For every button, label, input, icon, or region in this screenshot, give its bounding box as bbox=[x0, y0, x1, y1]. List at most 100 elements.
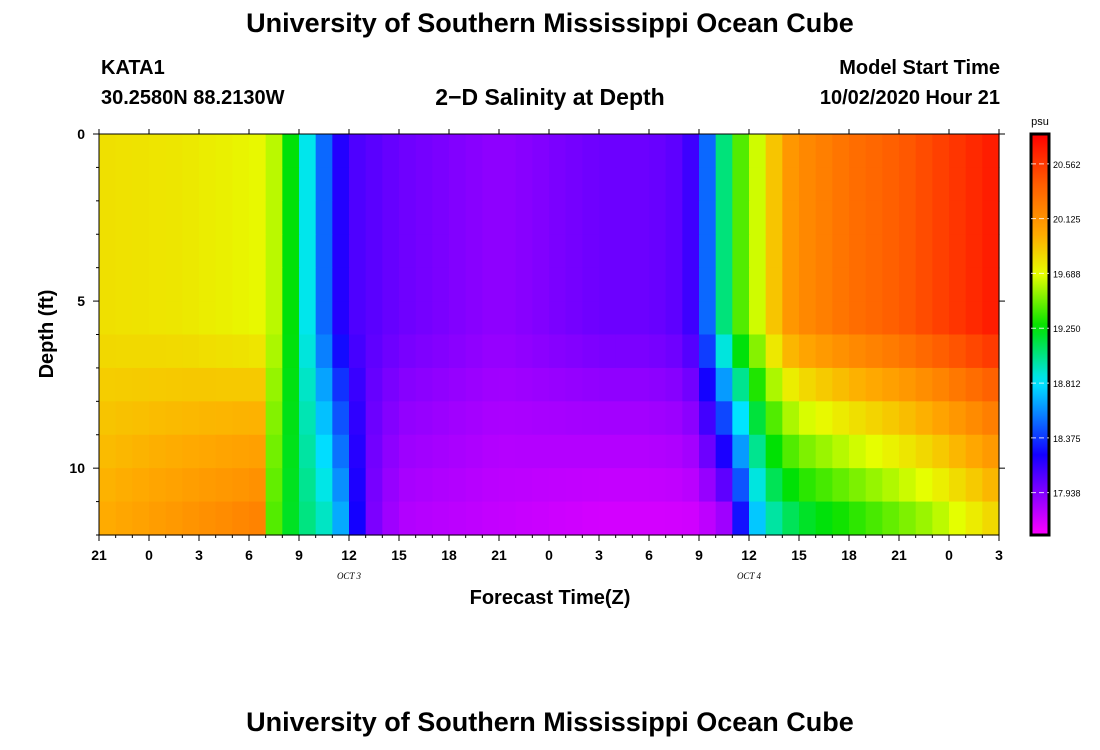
x-tick-label: 21 bbox=[891, 547, 907, 563]
heatmap-cell bbox=[915, 501, 933, 536]
heatmap-cell bbox=[432, 200, 450, 235]
x-tick-label: 6 bbox=[645, 547, 653, 563]
heatmap-cell bbox=[265, 401, 283, 436]
heatmap-cell bbox=[499, 401, 517, 436]
heatmap-cell bbox=[865, 301, 883, 336]
heatmap-cell bbox=[449, 234, 467, 269]
heatmap-cell bbox=[249, 401, 267, 436]
heatmap-cell bbox=[599, 334, 617, 369]
heatmap-cell bbox=[365, 134, 383, 169]
heatmap-cell bbox=[199, 267, 217, 302]
heatmap-cell bbox=[599, 301, 617, 336]
heatmap-cell bbox=[949, 334, 967, 369]
heatmap-cell bbox=[649, 367, 667, 402]
heatmap-cell bbox=[115, 200, 133, 235]
heatmap-cell bbox=[132, 301, 150, 336]
heatmap-cell bbox=[182, 167, 200, 202]
heatmap-cell bbox=[482, 134, 500, 169]
heatmap-cell bbox=[382, 501, 400, 536]
heatmap-cell bbox=[415, 367, 433, 402]
heatmap-cell bbox=[932, 434, 950, 469]
heatmap-cell bbox=[382, 468, 400, 503]
colorbar-ticks: 20.562 20.125 19.688 19.250 18.812 18.375 17.9… bbox=[1031, 160, 1081, 499]
heatmap-cell bbox=[815, 267, 833, 302]
heatmap-cell bbox=[799, 167, 817, 202]
heatmap-cell bbox=[165, 267, 183, 302]
colorbar: psu 20.562 20.125 19.688 19.250 18.812 18.375… bbox=[1029, 116, 1081, 537]
heatmap-cell bbox=[732, 468, 750, 503]
heatmap-cell bbox=[949, 434, 967, 469]
heatmap-cell bbox=[599, 401, 617, 436]
heatmap-cell bbox=[215, 434, 233, 469]
heatmap-cell bbox=[549, 434, 567, 469]
heatmap-cell bbox=[649, 234, 667, 269]
heatmap-cell bbox=[199, 468, 217, 503]
heatmap-cell bbox=[982, 367, 1000, 402]
heatmap-cell bbox=[449, 334, 467, 369]
heatmap-cell bbox=[99, 401, 117, 436]
heatmap-cell bbox=[899, 167, 917, 202]
heatmap-cell bbox=[849, 234, 867, 269]
heatmap-cell bbox=[582, 367, 600, 402]
heatmap-cell bbox=[232, 134, 250, 169]
heatmap-cell bbox=[982, 434, 1000, 469]
heatmap-cell bbox=[815, 367, 833, 402]
heatmap-cell bbox=[815, 200, 833, 235]
heatmap-cell bbox=[182, 434, 200, 469]
y-tick-label: 5 bbox=[77, 293, 85, 309]
heatmap-cell bbox=[749, 501, 767, 536]
heatmap-cell bbox=[299, 234, 317, 269]
heatmap-cell bbox=[915, 234, 933, 269]
heatmap-cell bbox=[732, 267, 750, 302]
heatmap-cell bbox=[732, 334, 750, 369]
heatmap-cell bbox=[115, 468, 133, 503]
heatmap-cell bbox=[499, 301, 517, 336]
heatmap-cell bbox=[899, 468, 917, 503]
heatmap-cell bbox=[565, 167, 583, 202]
colorbar-tick-label: 18.375 bbox=[1053, 434, 1081, 444]
x-tick-label: 18 bbox=[441, 547, 457, 563]
heatmap-cell bbox=[99, 301, 117, 336]
heatmap-cell bbox=[482, 267, 500, 302]
heatmap-cell bbox=[182, 367, 200, 402]
x-tick-label: 0 bbox=[545, 547, 553, 563]
heatmap-cell bbox=[965, 234, 983, 269]
heatmap-cell bbox=[265, 134, 283, 169]
heatmap-cell bbox=[232, 167, 250, 202]
heatmap-cell bbox=[332, 434, 350, 469]
heatmap-cell bbox=[532, 301, 550, 336]
heatmap-cell bbox=[265, 234, 283, 269]
heatmap-cell bbox=[615, 200, 633, 235]
heatmap-cell bbox=[382, 367, 400, 402]
heatmap-cell bbox=[649, 167, 667, 202]
heatmap-cell bbox=[199, 301, 217, 336]
heatmap-cell bbox=[765, 267, 783, 302]
heatmap-cell bbox=[932, 167, 950, 202]
heatmap-cell bbox=[749, 434, 767, 469]
heatmap-cell bbox=[149, 234, 167, 269]
heatmap-cell bbox=[982, 234, 1000, 269]
heatmap-cell bbox=[332, 501, 350, 536]
heatmap-cell bbox=[582, 401, 600, 436]
heatmap-cell bbox=[265, 501, 283, 536]
heatmap-cell bbox=[715, 434, 733, 469]
heatmap-cell bbox=[882, 434, 900, 469]
heatmap-cell bbox=[632, 134, 650, 169]
heatmap-cell bbox=[815, 334, 833, 369]
heatmap-cell bbox=[315, 334, 333, 369]
heatmap-cell bbox=[432, 234, 450, 269]
heatmap-cell bbox=[782, 134, 800, 169]
heatmap-cell bbox=[399, 234, 417, 269]
heatmap-cell bbox=[182, 267, 200, 302]
colorbar-tick-label: 18.812 bbox=[1053, 379, 1081, 389]
heatmap-cell bbox=[465, 434, 483, 469]
heatmap-cell bbox=[715, 334, 733, 369]
heatmap-cell bbox=[315, 200, 333, 235]
heatmap-cell bbox=[949, 501, 967, 536]
heatmap-cell bbox=[365, 501, 383, 536]
heatmap-cell bbox=[365, 167, 383, 202]
heatmap-cell bbox=[99, 434, 117, 469]
heatmap-cell bbox=[549, 468, 567, 503]
heatmap-cell bbox=[682, 434, 700, 469]
heatmap-cell bbox=[932, 234, 950, 269]
